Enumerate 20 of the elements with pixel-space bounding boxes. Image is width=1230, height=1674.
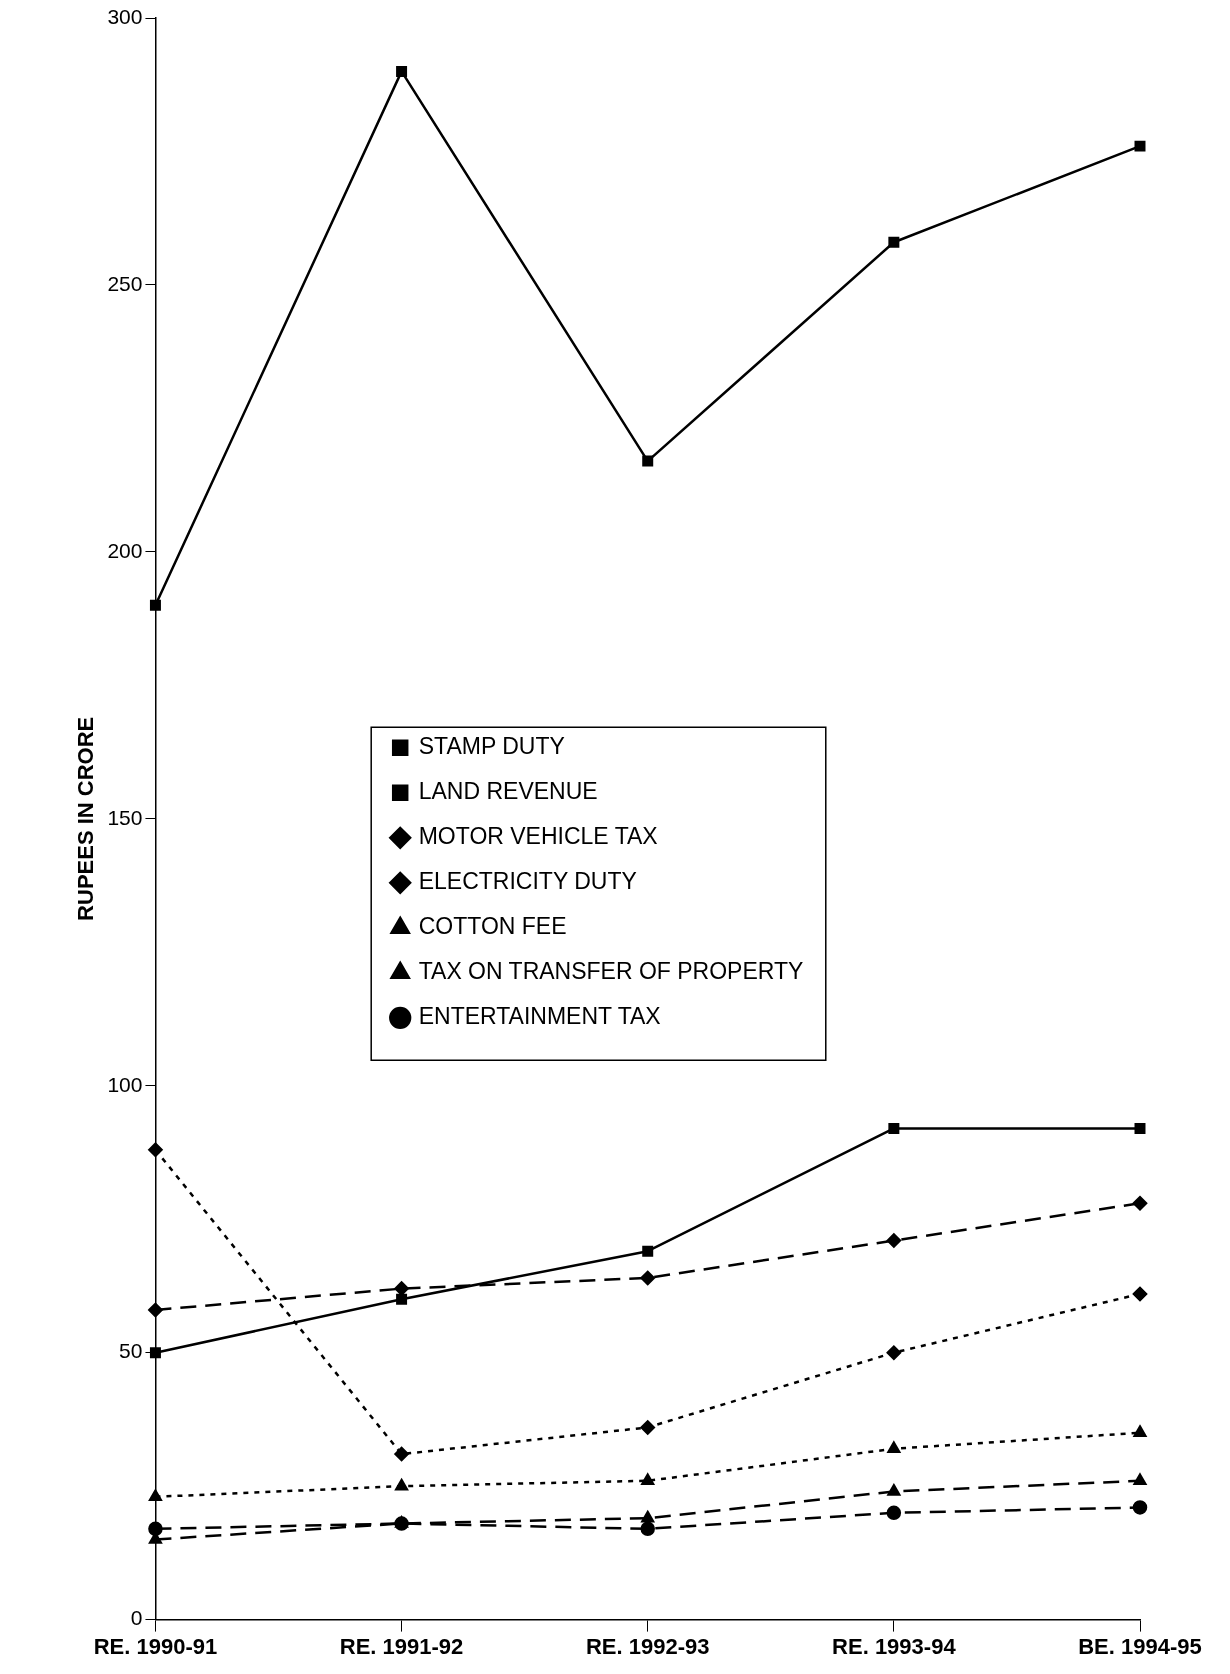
y-tick-label: 250	[107, 271, 143, 295]
y-tick-label: 150	[107, 805, 143, 829]
y-tick-label: 200	[107, 538, 143, 562]
legend-label: MOTOR VEHICLE TAX	[418, 823, 658, 850]
y-axis-title: RUPEES IN CRORE	[73, 716, 99, 921]
x-tick-label: RE. 1991-92	[339, 1633, 464, 1659]
y-tick-label: 50	[119, 1339, 143, 1363]
x-tick-label: RE. 1990-91	[93, 1633, 218, 1659]
x-tick-label: BE. 1994-95	[1078, 1633, 1202, 1659]
legend-label: LAND REVENUE	[418, 778, 598, 805]
y-tick-label: 0	[130, 1606, 143, 1630]
legend-label: STAMP DUTY	[418, 733, 565, 760]
legend-label: COTTON FEE	[418, 913, 567, 940]
legend-label: TAX ON TRANSFER OF PROPERTY	[418, 958, 804, 985]
y-tick-label: 100	[107, 1072, 143, 1096]
y-tick-label: 300	[107, 4, 143, 28]
x-tick-label: RE. 1993-94	[832, 1633, 957, 1659]
legend-label: ELECTRICITY DUTY	[418, 868, 637, 895]
legend-label: ENTERTAINMENT TAX	[418, 1003, 661, 1030]
x-tick-label: RE. 1992-93	[585, 1633, 710, 1659]
